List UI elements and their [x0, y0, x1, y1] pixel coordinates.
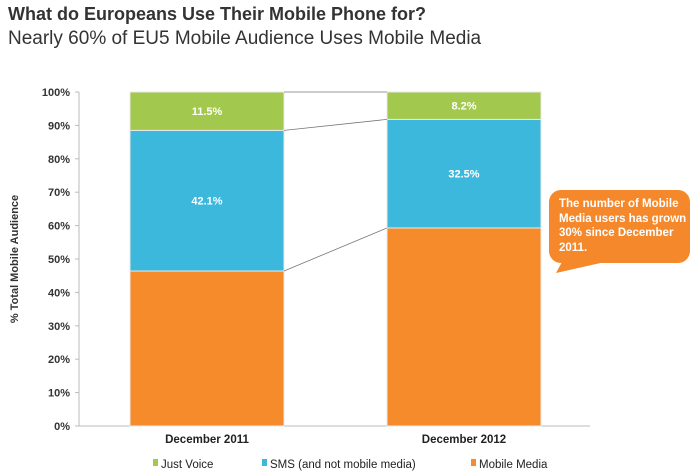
y-tick-label: 100%: [42, 87, 70, 99]
bar-segment-sms-and-not-mobile-media-: [386, 118, 542, 229]
legend-label: SMS (and not mobile media): [270, 459, 416, 471]
y-tick-label: 0%: [54, 421, 70, 433]
legend-swatch: [262, 459, 267, 466]
y-tick-label: 40%: [48, 287, 70, 299]
bar-segment-just-voice: [386, 91, 542, 120]
bar-segment-just-voice: [129, 91, 285, 131]
y-axis-label: % Total Mobile Audience: [9, 195, 21, 323]
connector-line: [283, 118, 388, 131]
y-tick-label: 30%: [48, 321, 70, 333]
y-tick-label: 60%: [48, 221, 70, 233]
callout-text: The number of Mobile Media users has gro…: [559, 198, 687, 254]
chart-title: What do Europeans Use Their Mobile Phone…: [8, 4, 427, 24]
legend-swatch: [471, 459, 476, 466]
x-category-label: December 2012: [422, 434, 506, 446]
bar-segment-sms-and-not-mobile-media-: [129, 129, 285, 272]
connector-line: [283, 227, 388, 272]
x-category-label: December 2011: [165, 434, 249, 446]
data-label: 11.5%: [192, 106, 223, 118]
y-tick-label: 90%: [48, 120, 70, 132]
data-label: 8.2%: [451, 101, 476, 113]
chart-subtitle: Nearly 60% of EU5 Mobile Audience Uses M…: [8, 28, 482, 49]
data-label: 32.5%: [448, 169, 479, 181]
bar-segment-mobile-media: [386, 227, 542, 427]
bar-segment-mobile-media: [129, 270, 285, 427]
legend-swatch: [153, 459, 158, 466]
callout-bubble: The number of Mobile Media users has gro…: [549, 190, 690, 263]
data-label: 42.1%: [191, 196, 222, 208]
y-tick-label: 20%: [48, 354, 70, 366]
legend-label: Just Voice: [161, 459, 213, 471]
legend-label: Mobile Media: [479, 459, 548, 471]
callout-tail: [556, 262, 605, 273]
y-tick-label: 80%: [48, 154, 70, 166]
y-tick-label: 50%: [48, 254, 70, 266]
y-tick-label: 10%: [48, 388, 70, 400]
y-tick-label: 70%: [48, 187, 70, 199]
